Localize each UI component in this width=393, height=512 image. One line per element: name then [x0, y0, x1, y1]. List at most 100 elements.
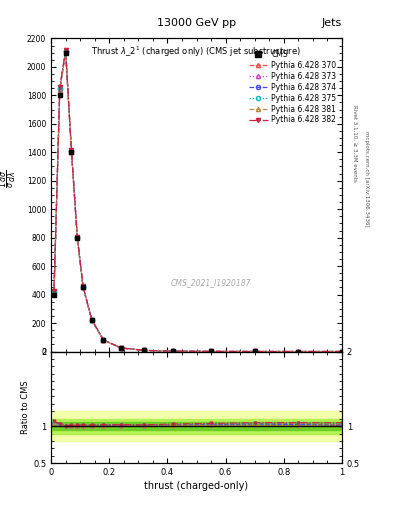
CMS	[171, 348, 176, 354]
Pythia 6.428 370	[252, 348, 257, 354]
CMS	[142, 347, 147, 353]
Pythia 6.428 381	[81, 284, 85, 290]
Pythia 6.428 382	[57, 84, 62, 90]
Pythia 6.428 381	[90, 317, 94, 323]
Pythia 6.428 382	[296, 349, 301, 355]
Pythia 6.428 373	[90, 317, 94, 323]
Pythia 6.428 370	[51, 289, 56, 295]
Bar	[51, 411, 342, 441]
Pythia 6.428 375	[296, 349, 301, 355]
Pythia 6.428 381	[69, 149, 74, 155]
Pythia 6.428 381	[51, 290, 56, 296]
Pythia 6.428 382	[209, 348, 213, 354]
Pythia 6.428 374	[340, 349, 344, 355]
Pythia 6.428 374	[209, 348, 213, 354]
Pythia 6.428 373	[296, 349, 301, 355]
Text: 13000 GeV pp: 13000 GeV pp	[157, 18, 236, 28]
Pythia 6.428 370	[101, 337, 106, 343]
CMS	[75, 234, 80, 241]
Text: CMS_2021_I1920187: CMS_2021_I1920187	[171, 278, 251, 287]
Pythia 6.428 382	[171, 348, 176, 354]
Pythia 6.428 381	[296, 349, 301, 355]
Pythia 6.428 375	[142, 347, 147, 353]
Pythia 6.428 374	[90, 317, 94, 323]
Pythia 6.428 381	[171, 348, 176, 354]
Pythia 6.428 370	[209, 348, 213, 354]
Pythia 6.428 381	[340, 349, 344, 355]
Pythia 6.428 373	[63, 49, 68, 55]
Pythia 6.428 373	[51, 289, 56, 295]
Text: Thrust $\lambda\_2^1$ (charged only) (CMS jet substructure): Thrust $\lambda\_2^1$ (charged only) (CM…	[92, 45, 301, 59]
Pythia 6.428 374	[142, 347, 147, 353]
Text: mcplots.cern.ch [arXiv:1306.3436]: mcplots.cern.ch [arXiv:1306.3436]	[364, 132, 369, 227]
Pythia 6.428 381	[209, 348, 213, 354]
Pythia 6.428 374	[171, 348, 176, 354]
Pythia 6.428 375	[101, 337, 106, 343]
Pythia 6.428 370	[296, 349, 301, 355]
CMS	[90, 317, 94, 323]
Pythia 6.428 373	[252, 348, 257, 354]
Pythia 6.428 370	[81, 284, 85, 290]
Pythia 6.428 375	[63, 48, 68, 54]
CMS	[252, 348, 257, 354]
Pythia 6.428 382	[101, 337, 106, 343]
Pythia 6.428 374	[57, 86, 62, 92]
Pythia 6.428 381	[75, 234, 80, 241]
Line: Pythia 6.428 381: Pythia 6.428 381	[52, 50, 344, 354]
Pythia 6.428 381	[57, 87, 62, 93]
CMS	[63, 50, 68, 56]
Pythia 6.428 382	[252, 348, 257, 354]
Line: Pythia 6.428 375: Pythia 6.428 375	[52, 49, 344, 354]
Pythia 6.428 373	[57, 87, 62, 93]
Pythia 6.428 374	[51, 289, 56, 295]
Line: Pythia 6.428 370: Pythia 6.428 370	[52, 49, 344, 354]
Pythia 6.428 373	[75, 234, 80, 241]
Pythia 6.428 374	[63, 49, 68, 55]
Text: Rivet 3.1.10, ≥ 3.3M events: Rivet 3.1.10, ≥ 3.3M events	[352, 105, 357, 182]
Text: Jets: Jets	[321, 18, 342, 28]
Pythia 6.428 375	[209, 348, 213, 354]
Pythia 6.428 370	[69, 148, 74, 154]
CMS	[57, 92, 62, 98]
Pythia 6.428 382	[75, 233, 80, 240]
Pythia 6.428 381	[142, 347, 147, 353]
Pythia 6.428 375	[57, 84, 62, 91]
Pythia 6.428 370	[63, 48, 68, 54]
Pythia 6.428 370	[340, 349, 344, 355]
CMS	[101, 337, 106, 343]
Pythia 6.428 375	[69, 147, 74, 154]
Pythia 6.428 373	[171, 348, 176, 354]
Bar	[51, 419, 342, 434]
Pythia 6.428 373	[340, 349, 344, 355]
Pythia 6.428 374	[296, 349, 301, 355]
Pythia 6.428 370	[119, 345, 123, 351]
Pythia 6.428 375	[252, 348, 257, 354]
Pythia 6.428 382	[81, 284, 85, 290]
Pythia 6.428 374	[101, 337, 106, 343]
Pythia 6.428 381	[119, 345, 123, 351]
Pythia 6.428 381	[252, 348, 257, 354]
CMS	[119, 345, 123, 351]
Pythia 6.428 375	[171, 348, 176, 354]
Pythia 6.428 374	[81, 284, 85, 290]
Pythia 6.428 382	[69, 147, 74, 153]
Pythia 6.428 382	[142, 347, 147, 353]
CMS	[340, 349, 344, 355]
CMS	[296, 349, 301, 355]
Pythia 6.428 382	[63, 48, 68, 54]
Pythia 6.428 382	[340, 349, 344, 355]
Pythia 6.428 370	[142, 347, 147, 353]
CMS	[51, 291, 56, 297]
CMS	[81, 284, 85, 290]
Pythia 6.428 373	[69, 148, 74, 155]
Pythia 6.428 382	[90, 317, 94, 323]
Y-axis label: Ratio to CMS: Ratio to CMS	[21, 380, 30, 434]
Pythia 6.428 370	[75, 234, 80, 240]
CMS	[209, 348, 213, 354]
Pythia 6.428 370	[90, 317, 94, 323]
Line: CMS: CMS	[51, 50, 344, 354]
Pythia 6.428 370	[171, 348, 176, 354]
Line: Pythia 6.428 373: Pythia 6.428 373	[52, 50, 344, 354]
Pythia 6.428 374	[69, 148, 74, 154]
Pythia 6.428 373	[101, 337, 106, 343]
